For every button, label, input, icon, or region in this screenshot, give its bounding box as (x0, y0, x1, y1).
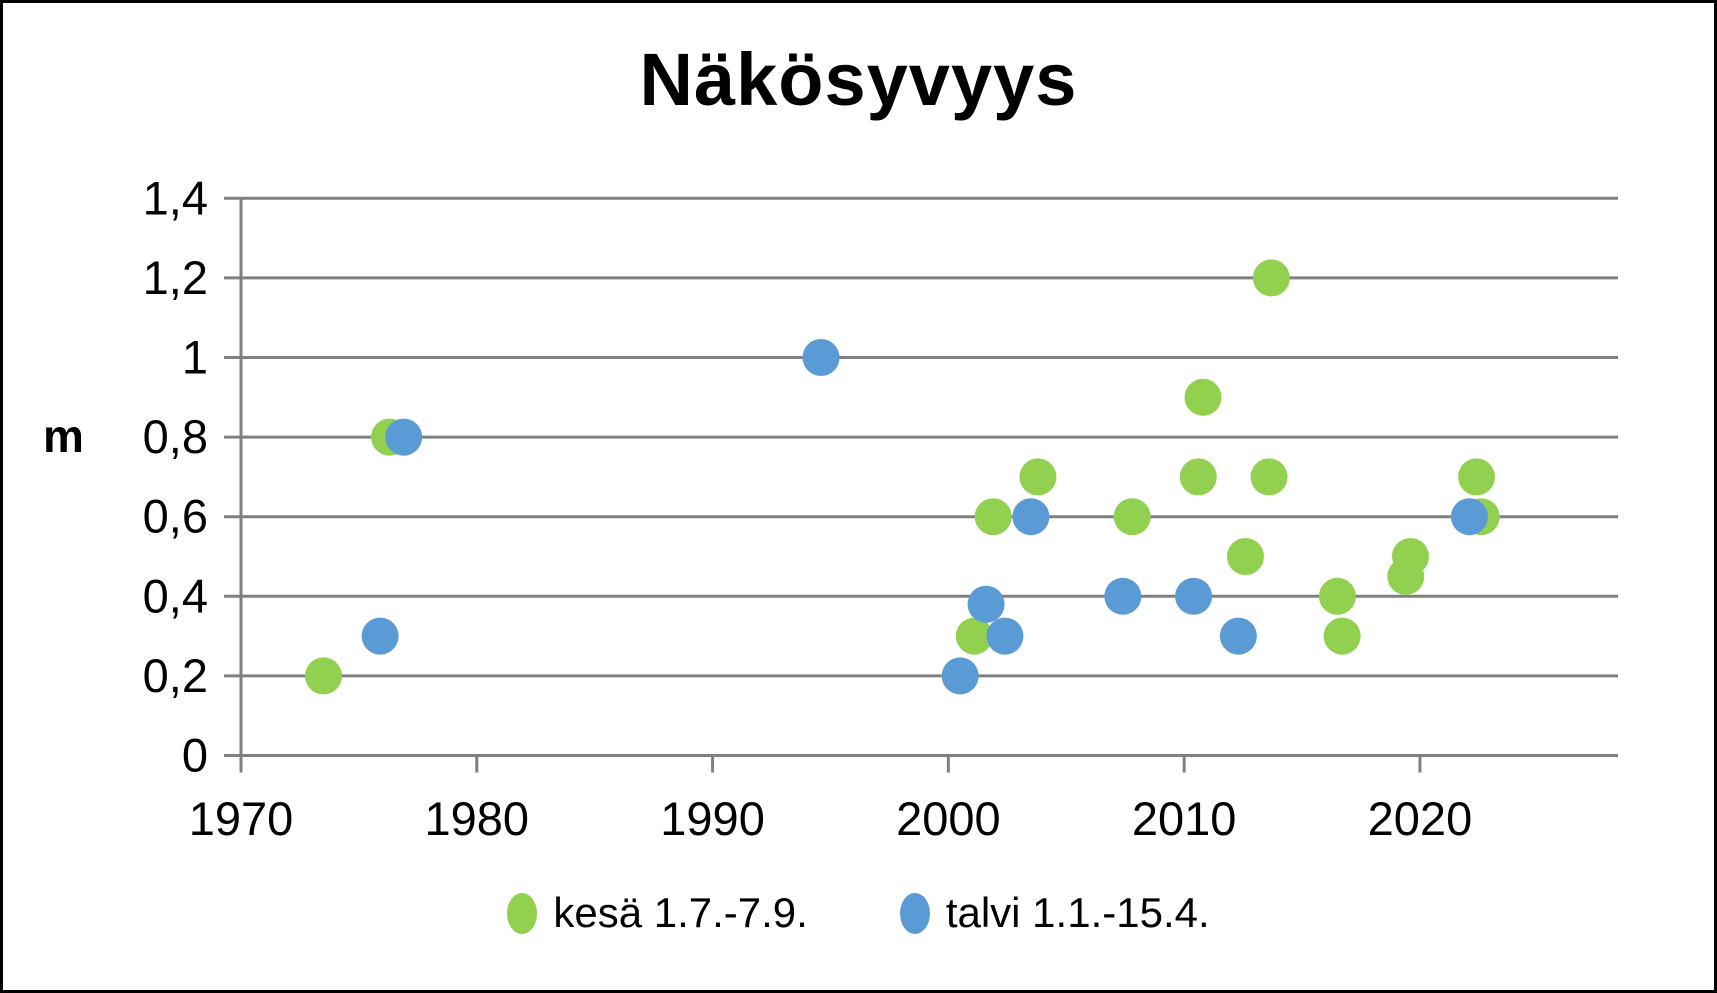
data-point-kesa (1184, 378, 1222, 416)
legend: kesä 1.7.-7.9. talvi 1.1.-15.4. (3, 889, 1714, 937)
y-gridlines: 0 0,2 0,4 0,6 0,8 1 1,2 1,4 (143, 171, 1618, 782)
legend-label-talvi: talvi 1.1.-15.4. (945, 889, 1210, 936)
y-tick-label: 0,4 (143, 569, 208, 622)
data-point-talvi (1012, 498, 1050, 536)
y-tick-label: 0,8 (143, 410, 208, 463)
data-point-kesa (1458, 458, 1496, 496)
y-tick-label: 1,4 (143, 171, 208, 224)
data-point-talvi (802, 339, 840, 376)
x-tick-label: 1990 (660, 792, 765, 845)
data-point-talvi (967, 585, 1005, 623)
data-point-talvi (1450, 498, 1488, 536)
chart-title: Näkösyvyys (639, 38, 1078, 121)
legend-item-talvi: talvi 1.1.-15.4. (899, 889, 1210, 937)
data-point-kesa (1318, 577, 1356, 615)
data-point-talvi (1219, 617, 1257, 655)
y-tick-label: 1 (182, 331, 208, 384)
data-point-kesa (1113, 498, 1151, 536)
data-point-kesa (1226, 538, 1264, 575)
data-point-talvi (1175, 577, 1213, 615)
x-tick-label: 2010 (1132, 792, 1237, 845)
data-point-talvi (986, 617, 1024, 655)
y-tick-label: 0,2 (143, 649, 208, 702)
data-point-talvi (1104, 577, 1142, 615)
data-point-kesa (1179, 458, 1217, 496)
data-point-kesa (955, 617, 993, 655)
legend-label-kesa: kesä 1.7.-7.9. (553, 889, 808, 936)
y-tick-label: 0,6 (143, 490, 208, 543)
x-tick-label: 2020 (1368, 792, 1473, 845)
data-point-kesa (1250, 458, 1288, 496)
x-tick-label: 1980 (425, 792, 530, 845)
y-tick-label: 1,2 (143, 251, 208, 304)
data-point-talvi (941, 657, 979, 695)
data-point-kesa (1019, 458, 1057, 496)
data-point-kesa (1392, 538, 1430, 575)
data-point-kesa (1323, 617, 1361, 655)
y-tick-label: 0 (182, 729, 208, 782)
x-tick-label: 2000 (896, 792, 1001, 845)
data-point-talvi (361, 617, 399, 655)
kesa-series-marker-icon (507, 892, 538, 934)
scatter-plot: 0 0,2 0,4 0,6 0,8 1 1,2 1,4 1970 1980 1990 2000 2010… (143, 171, 1618, 845)
series-talvi (361, 339, 1488, 695)
y-axis-unit-label: m (43, 410, 84, 462)
data-point-kesa (974, 498, 1012, 536)
x-tick-label: 1970 (189, 792, 294, 845)
legend-item-kesa: kesä 1.7.-7.9. (507, 889, 808, 937)
data-point-talvi (385, 418, 423, 456)
data-point-kesa (1252, 259, 1290, 297)
talvi-series-marker-icon (899, 892, 930, 934)
series-kesa (305, 259, 1500, 695)
data-point-kesa (305, 657, 343, 695)
x-axis-ticks: 1970 1980 1990 2000 2010 2020 (189, 755, 1473, 845)
